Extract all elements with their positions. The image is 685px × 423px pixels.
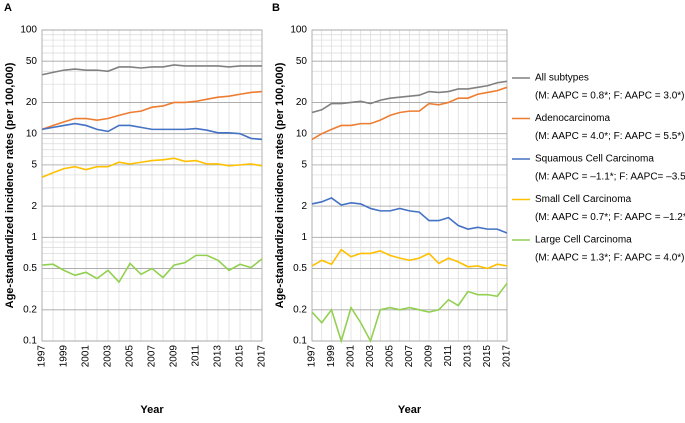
panel-label: B <box>272 2 280 14</box>
series-line <box>311 282 508 344</box>
y-tick-label: 1 <box>31 232 37 243</box>
y-axis-title: Age-standardized incidence rates (per 10… <box>274 62 286 308</box>
series-line <box>41 122 263 141</box>
y-tick-label: 5 <box>31 160 37 171</box>
legend-note: (M: AAPC = 0.8*; F: AAPC = 3.0*) <box>535 91 685 102</box>
series-line <box>311 86 508 141</box>
legend-note: (M: AAPC = 1.3*; F: AAPC = 4.0*) <box>535 253 685 264</box>
series-line <box>311 248 508 270</box>
x-tick-label: 2015 <box>235 345 246 368</box>
x-tick-label: 2001 <box>81 345 92 368</box>
y-tick-label: 2 <box>31 201 37 212</box>
x-tick-label: 2017 <box>257 345 268 368</box>
series-line <box>311 197 508 234</box>
legend-note: (M: AAPC = 0.7*; F: AAPC = –1.2*) <box>535 212 685 223</box>
y-tick-label: 100 <box>290 25 307 36</box>
y-tick-label: 50 <box>296 56 308 67</box>
y-tick-label: 0.5 <box>293 263 307 274</box>
series-line <box>41 254 263 284</box>
y-tick-label: 0.1 <box>23 336 37 347</box>
x-tick-label: 2013 <box>463 345 474 368</box>
x-tick-label: 1997 <box>307 345 318 368</box>
y-tick-label: 0.2 <box>293 304 307 315</box>
x-tick-label: 2007 <box>147 345 158 368</box>
legend-label: All subtypes <box>535 73 589 84</box>
y-tick-label: 50 <box>26 56 38 67</box>
x-tick-label: 2013 <box>213 345 224 368</box>
legend-label: Large Cell Carcinoma <box>535 235 632 246</box>
legend-label: Squamous Cell Carcinoma <box>535 154 654 165</box>
x-axis-title: Year <box>398 404 422 416</box>
y-tick-label: 5 <box>301 160 307 171</box>
x-tick-label: 2001 <box>346 345 357 368</box>
x-tick-label: 1997 <box>37 345 48 368</box>
y-axis-title: Age-standardized incidence rates (per 10… <box>4 62 16 308</box>
y-tick-label: 0.5 <box>23 263 37 274</box>
x-tick-label: 2007 <box>404 345 415 368</box>
y-tick-label: 100 <box>20 25 37 36</box>
y-tick-label: 20 <box>26 97 38 108</box>
y-tick-label: 20 <box>296 97 308 108</box>
x-tick-label: 2009 <box>169 345 180 368</box>
x-tick-label: 1999 <box>59 345 70 368</box>
y-tick-label: 0.1 <box>293 336 307 347</box>
x-tick-label: 2003 <box>103 345 114 368</box>
series-line <box>41 157 263 178</box>
legend-note: (M: AAPC = –1.1*; F: AAPC= –3.5*) <box>535 172 685 183</box>
y-tick-label: 10 <box>26 128 38 139</box>
x-tick-label: 2011 <box>191 345 202 367</box>
series-line <box>311 80 508 114</box>
plot-frame <box>311 29 508 342</box>
series-line <box>41 64 262 76</box>
x-tick-label: 2009 <box>424 345 435 368</box>
legend-label: Adenocarcinoma <box>535 113 610 124</box>
x-axis-title: Year <box>140 404 164 416</box>
x-tick-label: 2017 <box>502 345 513 368</box>
x-tick-label: 2005 <box>125 345 136 368</box>
x-tick-label: 1999 <box>326 345 337 368</box>
x-tick-label: 2011 <box>443 345 454 367</box>
panel-label: A <box>4 2 12 14</box>
x-tick-label: 2015 <box>482 345 493 368</box>
legend-label: Small Cell Carcinoma <box>535 194 632 205</box>
y-tick-label: 0.2 <box>23 304 37 315</box>
y-tick-label: 10 <box>296 128 308 139</box>
y-tick-label: 2 <box>301 201 307 212</box>
series-line <box>41 90 263 131</box>
plot-frame <box>41 29 263 342</box>
x-tick-label: 2005 <box>385 345 396 368</box>
y-tick-label: 1 <box>301 232 307 243</box>
legend-note: (M: AAPC = 4.0*; F: AAPC = 5.5*) <box>535 131 685 142</box>
x-tick-label: 2003 <box>365 345 376 368</box>
